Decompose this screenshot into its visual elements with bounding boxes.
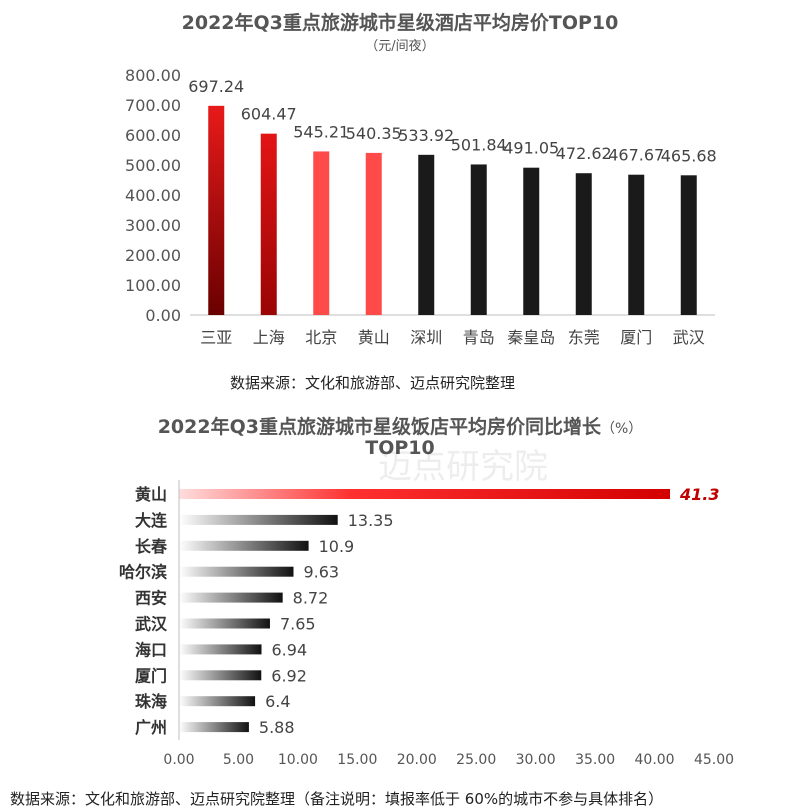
data-label: 545.21	[293, 122, 349, 141]
bar	[179, 644, 262, 655]
y-tick-label: 广州	[135, 718, 167, 737]
data-label: 472.62	[556, 144, 612, 163]
y-tick-label: 500.00	[125, 156, 181, 175]
y-tick-label: 武汉	[135, 615, 168, 634]
y-tick-label: 海口	[135, 640, 167, 659]
x-tick-label: 深圳	[410, 328, 442, 347]
chart2-title-text: 2022年Q3重点旅游城市星级饭店平均房价同比增长	[157, 416, 601, 438]
data-label: 41.3	[679, 485, 719, 504]
y-tick-label: 长春	[135, 537, 168, 556]
bar	[208, 105, 225, 315]
data-label: 9.63	[303, 563, 339, 582]
x-tick-label: 黄山	[358, 328, 390, 347]
bar	[418, 154, 435, 315]
bar	[179, 696, 256, 707]
x-tick-label: 秦皇岛	[507, 328, 555, 347]
bar	[523, 167, 540, 315]
bar	[313, 151, 330, 315]
data-label: 467.67	[608, 146, 664, 165]
y-tick-label: 大连	[135, 511, 168, 530]
watermark-text: 迈点研究院	[378, 447, 548, 487]
x-tick-label: 20.00	[397, 752, 437, 768]
bar	[179, 722, 249, 733]
chart2-source: 数据来源：文化和旅游部、迈点研究院整理（备注说明：填报率低于 60%的城市不参与…	[10, 790, 664, 808]
y-tick-label: 哈尔滨	[119, 563, 167, 582]
x-tick-label: 青岛	[463, 328, 495, 347]
x-tick-label: 15.00	[337, 752, 377, 768]
data-label: 10.9	[319, 537, 355, 556]
x-tick-label: 5.00	[223, 752, 254, 768]
bar	[179, 592, 283, 603]
data-label: 5.88	[259, 718, 295, 737]
data-label: 604.47	[241, 105, 297, 124]
data-label: 697.24	[188, 77, 244, 96]
data-label: 533.92	[398, 126, 454, 145]
data-label: 13.35	[348, 511, 394, 530]
bar	[680, 175, 697, 315]
chart1-title: 2022年Q3重点旅游城市星级酒店平均房价TOP10	[181, 12, 619, 34]
y-tick-label: 400.00	[125, 186, 181, 205]
chart2-title: 2022年Q3重点旅游城市星级饭店平均房价同比增长（%）	[0, 412, 800, 439]
bar	[628, 174, 645, 315]
chart2-title-line2: TOP10	[365, 437, 435, 459]
y-tick-label: 0.00	[145, 306, 181, 325]
y-tick-label: 西安	[135, 589, 167, 608]
y-tick-label: 厦门	[135, 666, 167, 685]
data-label: 491.05	[503, 139, 559, 158]
bar	[575, 173, 592, 315]
chart1-subtitle: （元/间夜）	[365, 39, 435, 54]
y-tick-label: 珠海	[135, 692, 167, 711]
bar	[179, 489, 671, 499]
data-label: 6.94	[272, 640, 308, 659]
x-tick-label: 40.00	[635, 752, 675, 768]
x-tick-label: 45.00	[694, 752, 734, 768]
data-label: 6.92	[271, 666, 307, 685]
bar	[179, 566, 294, 577]
data-label: 6.4	[265, 692, 290, 711]
chart1-plot: 0.00 100.00 200.00 300.00 400.00 500.00 600.00…	[125, 66, 717, 347]
y-tick-label: 600.00	[125, 126, 181, 145]
data-label: 7.65	[280, 615, 316, 634]
data-label: 465.68	[661, 146, 717, 165]
chart1-source: 数据来源：文化和旅游部、迈点研究院整理	[230, 374, 516, 392]
x-tick-label: 30.00	[516, 752, 556, 768]
data-label: 540.35	[346, 124, 402, 143]
x-tick-label: 10.00	[278, 752, 318, 768]
data-label: 8.72	[293, 589, 329, 608]
bar	[260, 133, 277, 315]
y-tick-label: 300.00	[125, 216, 181, 235]
x-tick-label: 0.00	[163, 752, 194, 768]
x-tick-label: 东莞	[568, 328, 600, 347]
y-tick-label: 800.00	[125, 66, 181, 85]
bar	[179, 514, 338, 525]
x-tick-label: 三亚	[200, 328, 232, 347]
bar	[365, 152, 382, 315]
chart2-title-unit: （%）	[600, 421, 643, 437]
x-tick-label: 上海	[253, 328, 285, 347]
x-tick-label: 25.00	[456, 752, 496, 768]
bar	[179, 670, 262, 681]
y-tick-label: 100.00	[125, 276, 181, 295]
x-tick-label: 武汉	[673, 328, 705, 347]
y-tick-label: 黄山	[135, 485, 167, 504]
bar	[470, 164, 487, 315]
data-label: 501.84	[451, 135, 507, 154]
y-tick-label: 200.00	[125, 246, 181, 265]
x-tick-label: 北京	[305, 328, 337, 347]
bar	[179, 618, 270, 629]
x-tick-label: 35.00	[575, 752, 615, 768]
x-tick-label: 厦门	[620, 328, 652, 347]
y-tick-label: 700.00	[125, 96, 181, 115]
bar	[179, 540, 309, 551]
